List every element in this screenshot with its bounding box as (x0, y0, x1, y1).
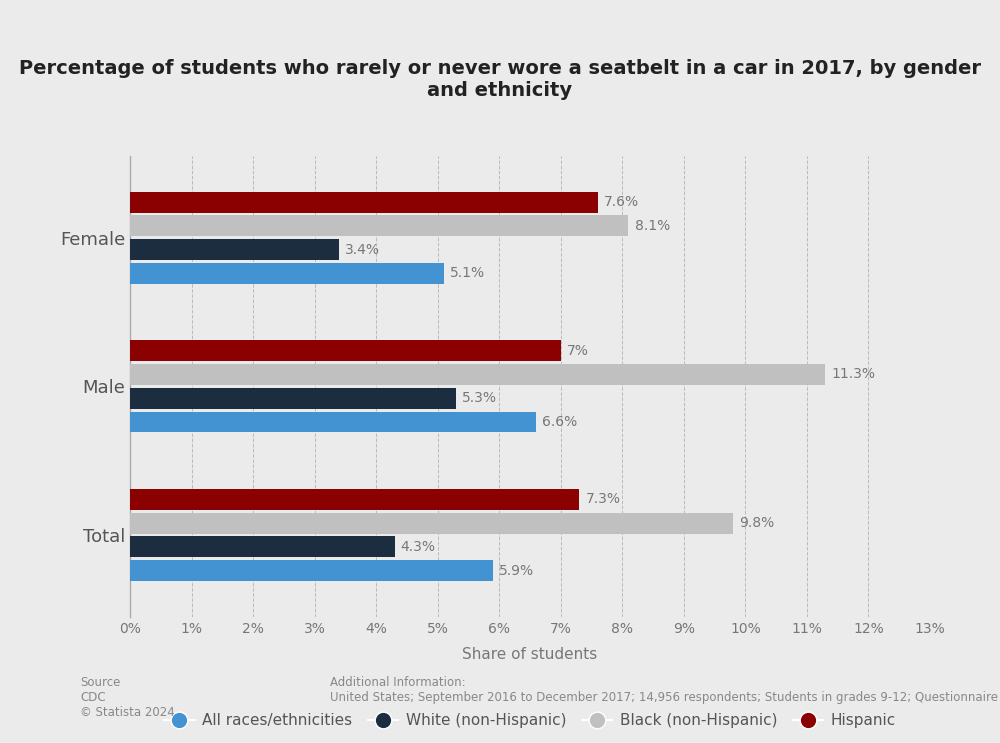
Text: 3.4%: 3.4% (345, 243, 380, 256)
Bar (130, 536, 395, 557)
Text: 8.1%: 8.1% (635, 219, 670, 233)
Text: 9.8%: 9.8% (739, 516, 774, 530)
Text: Source
CDC
© Statista 2024: Source CDC © Statista 2024 (80, 676, 175, 719)
Bar (130, 388, 456, 409)
Text: 11.3%: 11.3% (832, 368, 876, 381)
X-axis label: Share of students: Share of students (462, 646, 598, 662)
Text: 5.1%: 5.1% (450, 267, 485, 280)
Text: 6.6%: 6.6% (542, 415, 578, 429)
Bar (130, 412, 536, 432)
Bar (130, 513, 733, 533)
Bar (130, 560, 493, 581)
Text: 5.3%: 5.3% (462, 392, 497, 405)
Text: 5.9%: 5.9% (499, 564, 534, 577)
Text: Additional Information:
United States; September 2016 to December 2017; 14,956 r: Additional Information: United States; S… (330, 676, 998, 704)
Bar (130, 263, 444, 284)
Text: Percentage of students who rarely or never wore a seatbelt in a car in 2017, by : Percentage of students who rarely or nev… (19, 59, 981, 100)
Bar (130, 489, 579, 510)
Text: 7.6%: 7.6% (604, 195, 639, 209)
Bar (130, 192, 598, 212)
Text: 7.3%: 7.3% (585, 493, 620, 506)
Bar (130, 340, 561, 361)
Text: 7%: 7% (567, 344, 589, 357)
Bar (130, 364, 825, 385)
Bar (130, 215, 628, 236)
Bar (130, 239, 339, 260)
Legend: All races/ethnicities, White (non-Hispanic), Black (non-Hispanic), Hispanic: All races/ethnicities, White (non-Hispan… (158, 707, 902, 735)
Text: 4.3%: 4.3% (401, 540, 436, 554)
